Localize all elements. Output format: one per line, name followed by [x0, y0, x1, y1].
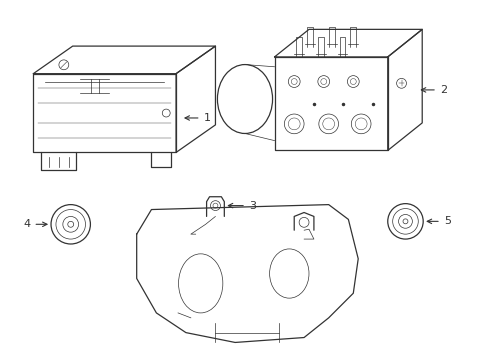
Text: 1: 1 — [203, 113, 210, 123]
Text: 5: 5 — [443, 216, 450, 226]
Text: 2: 2 — [439, 85, 446, 95]
Text: 3: 3 — [248, 201, 255, 211]
Text: 4: 4 — [23, 219, 30, 229]
